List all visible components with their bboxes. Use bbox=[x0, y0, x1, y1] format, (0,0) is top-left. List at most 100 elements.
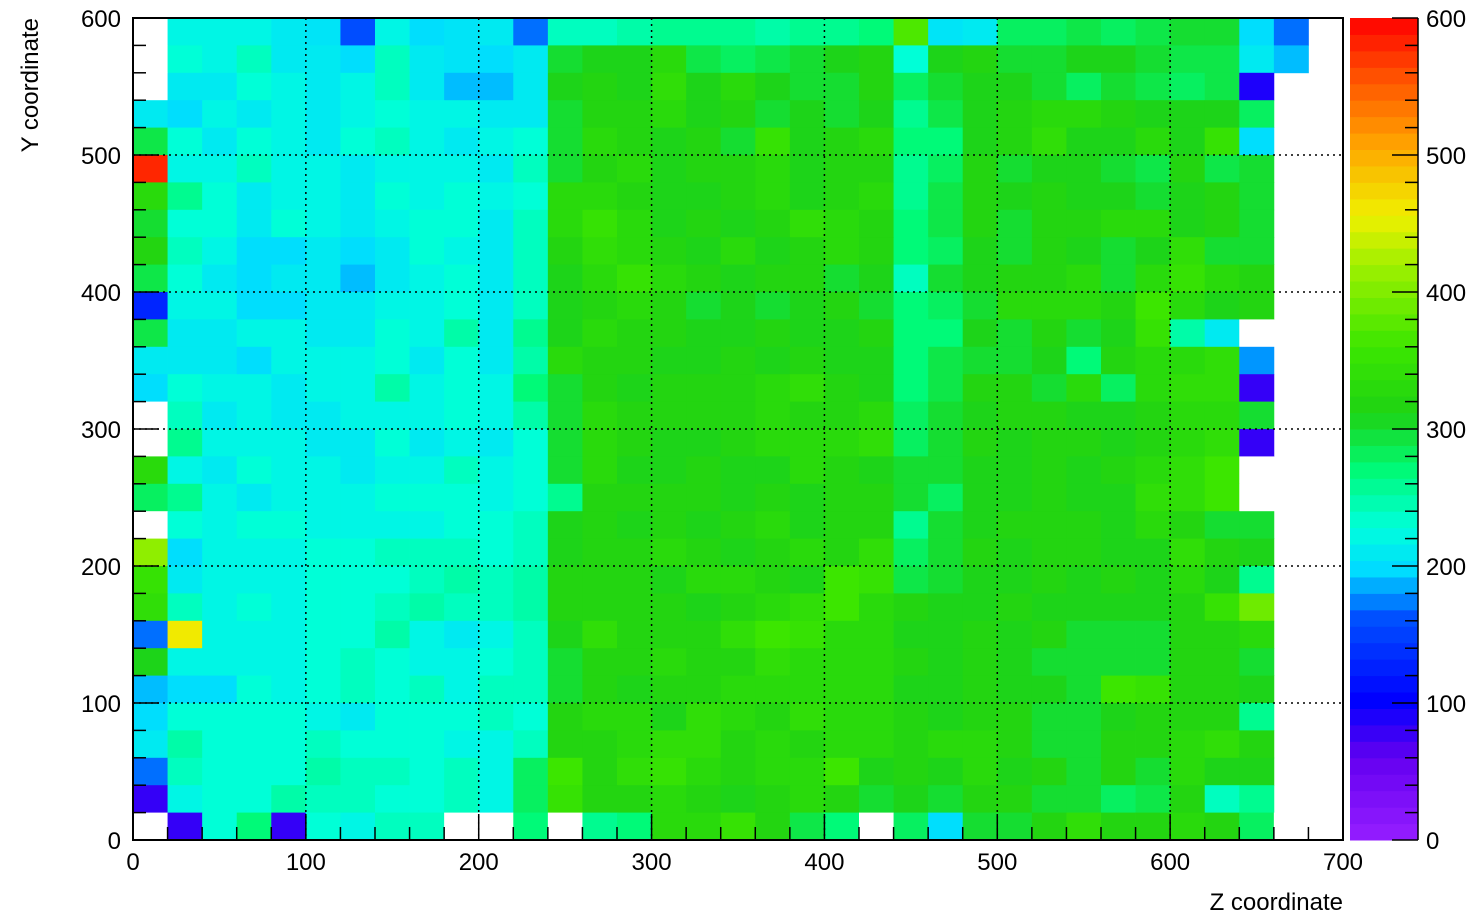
heatmap-cell bbox=[340, 456, 376, 485]
heatmap-cell bbox=[478, 812, 514, 841]
heatmap-cell bbox=[582, 730, 618, 759]
heatmap-cell bbox=[409, 374, 445, 402]
palette-swatch bbox=[1350, 182, 1418, 200]
heatmap-cell bbox=[305, 182, 341, 211]
heatmap-cell bbox=[1031, 374, 1067, 402]
heatmap-cell bbox=[133, 18, 168, 46]
heatmap-cell bbox=[271, 620, 307, 649]
heatmap-cell bbox=[859, 757, 894, 786]
palette-swatch bbox=[1350, 774, 1418, 792]
heatmap-cell bbox=[1101, 593, 1136, 622]
palette-swatch bbox=[1350, 67, 1418, 85]
heatmap-cell bbox=[928, 264, 964, 293]
heatmap-cell bbox=[686, 127, 722, 156]
heatmap-cell bbox=[167, 785, 203, 813]
palette-swatch bbox=[1350, 708, 1418, 726]
heatmap-cell bbox=[1135, 703, 1171, 731]
heatmap-cell bbox=[1101, 319, 1136, 348]
heatmap-cell bbox=[617, 456, 652, 485]
heatmap-cell bbox=[375, 72, 410, 101]
heatmap-cell bbox=[686, 538, 722, 567]
heatmap-cell bbox=[236, 292, 272, 320]
heatmap-cell bbox=[547, 456, 583, 485]
heatmap-cell bbox=[513, 401, 549, 430]
heatmap-cell bbox=[824, 757, 860, 786]
heatmap-cell bbox=[547, 483, 583, 512]
heatmap-cell bbox=[271, 757, 307, 786]
heatmap-cell bbox=[1101, 182, 1136, 211]
heatmap-cell bbox=[1204, 292, 1240, 320]
heatmap-cell bbox=[824, 593, 860, 622]
heatmap-cell bbox=[686, 511, 722, 539]
heatmap-cell bbox=[1135, 401, 1171, 430]
heatmap-cell bbox=[1135, 374, 1171, 402]
heatmap-cell bbox=[202, 209, 238, 238]
heatmap-cell bbox=[478, 757, 514, 786]
heatmap-cell bbox=[893, 483, 929, 512]
heatmap-cell bbox=[236, 812, 272, 841]
heatmap-cell bbox=[789, 757, 825, 786]
heatmap-cell bbox=[409, 757, 445, 786]
heatmap-cell bbox=[202, 593, 238, 622]
heatmap-cell bbox=[755, 127, 791, 156]
heatmap-cell bbox=[859, 182, 894, 211]
heatmap-cell bbox=[133, 100, 168, 128]
heatmap-cell bbox=[1031, 292, 1067, 320]
heatmap-cell bbox=[1239, 675, 1275, 704]
heatmap-cell bbox=[1239, 593, 1275, 622]
heatmap-cell bbox=[1170, 209, 1206, 238]
heatmap-cell bbox=[962, 538, 998, 567]
heatmap-cell bbox=[1101, 72, 1136, 101]
heatmap-cell bbox=[513, 319, 549, 348]
heatmap-cell bbox=[202, 456, 238, 485]
heatmap-cell bbox=[409, 538, 445, 567]
palette-swatch bbox=[1350, 313, 1418, 331]
heatmap-cell bbox=[928, 292, 964, 320]
heatmap-cell bbox=[1101, 209, 1136, 238]
heatmap-cell bbox=[1066, 374, 1102, 402]
heatmap-cell bbox=[928, 620, 964, 649]
heatmap-cell bbox=[928, 374, 964, 402]
heatmap-cell bbox=[340, 757, 376, 786]
heatmap-cell bbox=[617, 566, 652, 594]
heatmap-cell bbox=[720, 648, 756, 676]
heatmap-cell bbox=[859, 237, 894, 265]
heatmap-cell bbox=[755, 483, 791, 512]
heatmap-cell bbox=[962, 483, 998, 512]
heatmap-cell bbox=[1101, 757, 1136, 786]
heatmap-cell bbox=[305, 292, 341, 320]
heatmap-cell bbox=[1239, 374, 1275, 402]
heatmap-cell bbox=[893, 566, 929, 594]
heatmap-cell bbox=[271, 703, 307, 731]
heatmap-cell bbox=[133, 155, 168, 183]
heatmap-cell bbox=[409, 785, 445, 813]
heatmap-cell bbox=[997, 456, 1033, 485]
heatmap-cell bbox=[478, 730, 514, 759]
heatmap-cell bbox=[1135, 620, 1171, 649]
heatmap-cell bbox=[859, 730, 894, 759]
heatmap-cell bbox=[1031, 785, 1067, 813]
heatmap-cell bbox=[340, 429, 376, 457]
heatmap-cell bbox=[962, 511, 998, 539]
heatmap-cell bbox=[997, 730, 1033, 759]
heatmap-cell bbox=[547, 648, 583, 676]
heatmap-cell bbox=[1101, 620, 1136, 649]
heatmap-cell bbox=[375, 703, 410, 731]
heatmap-cell bbox=[997, 100, 1033, 128]
heatmap-cell bbox=[686, 45, 722, 74]
heatmap-cell bbox=[478, 648, 514, 676]
heatmap-cell bbox=[928, 648, 964, 676]
x-axis-title: Z coordinate bbox=[1210, 889, 1343, 916]
heatmap-cell bbox=[375, 511, 410, 539]
heatmap-cell bbox=[1135, 182, 1171, 211]
heatmap-cell bbox=[928, 100, 964, 128]
heatmap-cell bbox=[202, 45, 238, 74]
heatmap-cell bbox=[444, 730, 480, 759]
heatmap-cell bbox=[789, 620, 825, 649]
heatmap-cell bbox=[1239, 155, 1275, 183]
heatmap-cell bbox=[651, 675, 687, 704]
heatmap-cell bbox=[409, 292, 445, 320]
heatmap-cell bbox=[1170, 812, 1206, 841]
heatmap-cell bbox=[1135, 593, 1171, 622]
heatmap-cell bbox=[305, 319, 341, 348]
